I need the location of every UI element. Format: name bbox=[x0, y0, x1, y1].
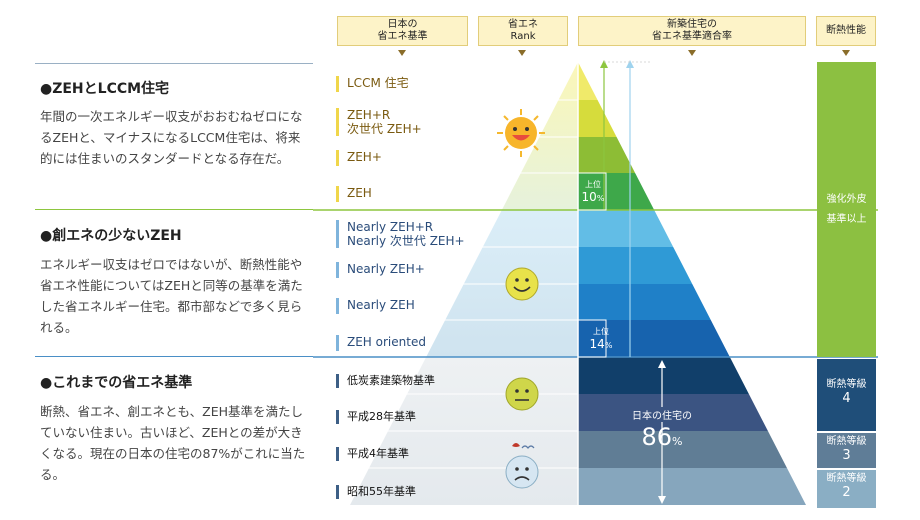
japan-rate-value: 86 bbox=[641, 423, 673, 451]
top14-prefix: 上位 bbox=[593, 327, 609, 336]
top10-number: 10% bbox=[580, 190, 606, 206]
section-body-old-standard: 断熱、省エネ、創エネとも、ZEH基準を満たしていない住まい。古いほど、ZEHとの… bbox=[40, 404, 306, 482]
band-zeh bbox=[578, 173, 806, 210]
strong-insulation-text: 強化外皮 基準以上 bbox=[826, 194, 867, 225]
band-nearly-zeh bbox=[578, 284, 806, 320]
neutral-face-icon bbox=[505, 377, 539, 411]
sad-face-icon bbox=[505, 443, 539, 489]
level-label: 平成4年基準 bbox=[336, 447, 409, 461]
section-title-nearly-zeh: ●創エネの少ないZEH bbox=[40, 228, 182, 244]
level-label: ZEH bbox=[336, 186, 372, 202]
level-label: 平成28年基準 bbox=[336, 410, 416, 424]
bar-strong-insulation bbox=[817, 62, 876, 357]
grade2-label: 断熱等級 bbox=[826, 473, 867, 484]
header-insulation: 断熱性能 bbox=[816, 16, 876, 46]
band-nearly-zeh-plus bbox=[578, 247, 806, 284]
header-rate-arrow bbox=[688, 50, 696, 56]
japan-rate-caption: 日本の住宅の bbox=[630, 407, 694, 422]
level-label: Nearly ZEH+ bbox=[336, 262, 425, 278]
top10-prefix: 上位 bbox=[585, 180, 601, 189]
header-rank-arrow bbox=[518, 50, 526, 56]
divider-blue bbox=[35, 356, 313, 357]
top14-number: 14% bbox=[588, 337, 614, 353]
level-label: LCCM 住宅 bbox=[336, 76, 409, 92]
header-insulation-text: 断熱性能 bbox=[826, 25, 866, 36]
level-label: Nearly ZEH bbox=[336, 298, 415, 314]
level-label: ZEH+ bbox=[336, 150, 382, 166]
level-label: 昭和55年基準 bbox=[336, 485, 416, 499]
grade4-value: 4 bbox=[842, 391, 851, 406]
japan-rate-unit: % bbox=[672, 435, 683, 448]
band-low-carbon bbox=[578, 357, 806, 394]
grade2-value: 2 bbox=[842, 485, 851, 500]
grade2-text: 断熱等級 2 bbox=[817, 472, 876, 500]
arrow-blue-head bbox=[626, 60, 634, 68]
bar-grade2 bbox=[817, 470, 876, 508]
band-zeh-plus bbox=[578, 137, 806, 173]
grade3-value: 3 bbox=[842, 448, 851, 463]
japan-rate-number: 86% bbox=[614, 423, 710, 456]
header-rank: 省エネ Rank bbox=[478, 16, 568, 46]
japan-rate-label: 日本の住宅の 86% bbox=[614, 404, 710, 456]
section-title-old-standard: ●これまでの省エネ基準 bbox=[40, 375, 193, 391]
level-label: ZEH oriented bbox=[336, 335, 426, 351]
section-title-zeh-lccm: ●ZEHとLCCM住宅 bbox=[40, 81, 170, 97]
section-body-nearly-zeh: エネルギー収支はゼロではないが、断熱性能や省エネ性能についてはZEHと同等の基準… bbox=[40, 257, 303, 335]
header-standard-text: 日本の 省エネ基準 bbox=[377, 19, 428, 42]
header-rank-text: 省エネ Rank bbox=[508, 19, 538, 42]
smile-face-icon bbox=[505, 267, 539, 301]
band-lccm bbox=[578, 62, 806, 100]
level-label: 低炭素建築物基準 bbox=[336, 374, 435, 388]
band-zeh-oriented bbox=[578, 320, 806, 357]
band-s55 bbox=[578, 468, 806, 505]
top10-value: 10 bbox=[581, 190, 597, 204]
grade3-label: 断熱等級 bbox=[826, 436, 867, 447]
band-nearly-zeh-r bbox=[578, 210, 806, 247]
level-label: ZEH+R 次世代 ZEH+ bbox=[336, 108, 422, 136]
top10-box bbox=[577, 172, 607, 211]
header-insulation-arrow bbox=[842, 50, 850, 56]
top14-box bbox=[577, 319, 607, 358]
band-zeh-r bbox=[578, 100, 806, 137]
top14-value: 14 bbox=[589, 337, 605, 351]
sunny-face-icon bbox=[497, 109, 545, 157]
arrow-86-top bbox=[658, 360, 666, 368]
divider-top bbox=[35, 63, 313, 64]
header-standard-arrow bbox=[398, 50, 406, 56]
header-rate: 新築住宅の 省エネ基準適合率 bbox=[578, 16, 806, 46]
header-standard: 日本の 省エネ基準 bbox=[337, 16, 468, 46]
top14-label: 上位 14% bbox=[588, 327, 614, 353]
bar-grade3 bbox=[817, 433, 876, 468]
level-label: Nearly ZEH+R Nearly 次世代 ZEH+ bbox=[336, 220, 465, 248]
arrow-green-head bbox=[600, 60, 608, 68]
top10-label: 上位 10% bbox=[580, 180, 606, 206]
grade4-label: 断熱等級 bbox=[826, 379, 867, 390]
divider-green bbox=[35, 209, 313, 210]
header-rate-text: 新築住宅の 省エネ基準適合率 bbox=[652, 19, 732, 42]
section-body-zeh-lccm: 年間の一次エネルギー収支がおおむねゼロになるZEHと、マイナスになるLCCM住宅… bbox=[40, 109, 303, 166]
top10-unit: % bbox=[596, 194, 605, 203]
top14-unit: % bbox=[604, 341, 613, 350]
arrow-86-bottom bbox=[658, 496, 666, 504]
bar-grade4 bbox=[817, 359, 876, 431]
grade4-text: 断熱等級 4 bbox=[817, 378, 876, 406]
band-h4 bbox=[578, 431, 806, 468]
grade3-text: 断熱等級 3 bbox=[817, 435, 876, 463]
